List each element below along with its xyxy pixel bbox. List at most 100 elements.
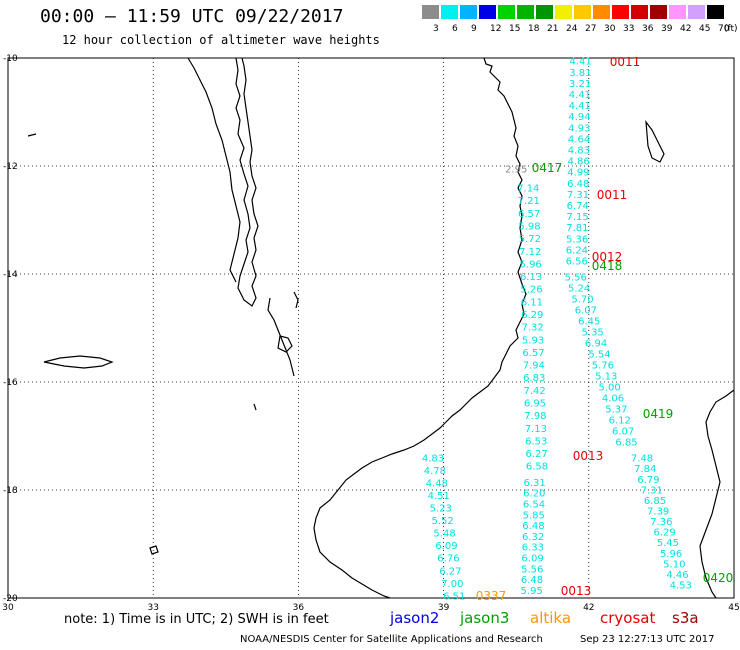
swh-value: 6.33	[522, 543, 544, 554]
swh-value: 6.85	[644, 496, 666, 507]
legend-label: 24	[566, 24, 578, 34]
swh-value: 5.56	[565, 273, 587, 284]
swh-value: 6.76	[437, 554, 459, 565]
pass-id-label: 0419	[643, 407, 674, 421]
swh-value: 4.93	[568, 123, 590, 134]
swh-value: 5.23	[430, 504, 452, 515]
swh-value: 4.83	[568, 146, 590, 157]
mainland-coast	[313, 57, 527, 599]
swh-value: 5.76	[592, 361, 614, 372]
swh-value: 7.15	[566, 212, 588, 223]
legend-label: 36	[642, 24, 654, 34]
swh-value: 7.36	[650, 517, 672, 528]
swh-value: 4.94	[568, 112, 590, 123]
legend-swatch	[555, 5, 572, 19]
legend-swatch	[517, 5, 534, 19]
swh-value: 5.85	[523, 510, 545, 521]
island-3	[277, 335, 293, 353]
swh-value: 5.10	[663, 559, 685, 570]
swh-value: 6.29	[521, 310, 543, 321]
islet-1	[253, 403, 257, 411]
swh-value: 6.12	[609, 415, 631, 426]
legend-swatch	[631, 5, 648, 19]
legend-label: 9	[471, 24, 477, 34]
swh-value: 4.64	[568, 134, 590, 145]
lat-label: -18	[3, 486, 18, 496]
legend-swatch	[688, 5, 705, 19]
swh-value: 7.81	[566, 223, 588, 234]
swh-value: 6.51	[443, 591, 465, 602]
lat-lon-grid	[7, 57, 735, 599]
swh-value: 6.13	[520, 272, 542, 283]
swh-value: 5.24	[568, 284, 590, 295]
swh-value: 6.11	[521, 297, 543, 308]
pass-id-label: 0418	[592, 259, 623, 273]
islet-2	[149, 545, 159, 555]
southwest-border	[267, 297, 295, 377]
swh-value: 5.37	[605, 404, 627, 415]
legend-swatch	[441, 5, 458, 19]
swh-value: 4.46	[666, 570, 688, 581]
pass-id-label: 0420	[703, 571, 734, 585]
swh-value: 6.94	[585, 339, 607, 350]
lat-label: -16	[3, 378, 18, 388]
swh-value: 7.13	[525, 424, 547, 435]
legend-label: 3	[433, 24, 439, 34]
lat-label: -20	[3, 594, 18, 604]
islet-3	[27, 133, 37, 137]
lon-label: 33	[147, 603, 158, 613]
swh-value: 6.57	[522, 348, 544, 359]
island-4	[293, 291, 299, 309]
legend-swatch	[536, 5, 553, 19]
swh-value: 6.56	[566, 257, 588, 268]
lat-label: -10	[3, 54, 18, 64]
swh-value: 6.79	[637, 475, 659, 486]
lon-label: 39	[438, 603, 450, 613]
map-subtitle: 12 hour collection of altimeter wave hei…	[62, 33, 380, 47]
lat-label: -12	[3, 162, 18, 172]
swh-value: 7.48	[631, 454, 653, 465]
swh-value: 6.20	[523, 489, 545, 500]
swh-value: 6.74	[567, 201, 589, 212]
swh-value: 5.00	[598, 383, 620, 394]
swh-value: 7.12	[519, 247, 541, 258]
lake-malawi-shore	[235, 57, 259, 307]
swh-value: 7.31	[641, 485, 663, 496]
legend-label: 70	[718, 24, 730, 34]
swh-value: 6.07	[575, 306, 597, 317]
map-title: 00:00 – 11:59 UTC 09/22/2017	[40, 6, 344, 27]
generation-timestamp: Sep 23 12:27:13 UTC 2017	[580, 634, 715, 645]
footer-note: note: 1) Time is in UTC; 2) SWH is in fe…	[64, 612, 329, 627]
pass-id-label: 0013	[561, 584, 592, 598]
legend-swatch	[650, 5, 667, 19]
swh-value: 7.94	[523, 361, 545, 372]
legend-label: 21	[547, 24, 559, 34]
swh-value: 7.39	[647, 506, 669, 517]
swh-value: 5.36	[566, 234, 588, 245]
swh-value: 5.72	[519, 234, 541, 245]
satellite-name: jason3	[460, 609, 510, 627]
swh-value: 6.57	[518, 209, 540, 220]
satellite-name: altika	[530, 609, 572, 627]
swh-value: 5.54	[588, 350, 610, 361]
legend-label: 45	[699, 24, 711, 34]
swh-value: 5.45	[657, 538, 679, 549]
swh-value: 5.48	[433, 529, 455, 540]
swh-value: 7.00	[441, 579, 463, 590]
pass-id-label: 0011	[597, 188, 628, 202]
lon-label: 30	[2, 603, 14, 613]
swh-value: 6.58	[526, 462, 548, 473]
credit-line: NOAA/NESDIS Center for Satellite Applica…	[240, 634, 543, 645]
swh-value: 4.41	[569, 101, 591, 112]
swh-value: 5.96	[660, 549, 682, 560]
swh-value: 6.54	[523, 500, 545, 511]
island-2	[645, 119, 665, 163]
swh-value: 5.93	[522, 335, 544, 346]
swh-value: 4.51	[428, 491, 450, 502]
legend-label: 42	[680, 24, 692, 34]
swh-value: 6.48	[567, 179, 589, 190]
lon-label: 42	[583, 603, 594, 613]
